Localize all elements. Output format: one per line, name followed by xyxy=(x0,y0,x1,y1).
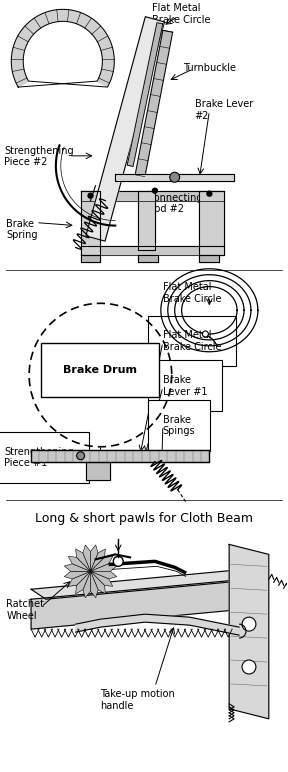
Circle shape xyxy=(242,617,256,631)
Polygon shape xyxy=(127,22,163,167)
Circle shape xyxy=(202,331,209,337)
Polygon shape xyxy=(90,549,105,571)
Text: Strengthening
Piece #1: Strengthening Piece #1 xyxy=(4,447,74,469)
Circle shape xyxy=(88,193,93,198)
Polygon shape xyxy=(81,245,224,256)
Polygon shape xyxy=(86,462,110,479)
Polygon shape xyxy=(200,191,224,256)
Polygon shape xyxy=(76,571,90,594)
Circle shape xyxy=(77,452,85,460)
Text: Take-up motion
handle: Take-up motion handle xyxy=(101,689,175,710)
Polygon shape xyxy=(76,549,90,571)
Circle shape xyxy=(152,188,157,193)
Polygon shape xyxy=(81,191,224,201)
Polygon shape xyxy=(115,174,234,181)
Polygon shape xyxy=(76,615,239,635)
Text: Ratchet
Wheel: Ratchet Wheel xyxy=(6,599,44,621)
Text: Brake
Spring: Brake Spring xyxy=(6,218,38,240)
Polygon shape xyxy=(138,191,155,250)
Polygon shape xyxy=(135,30,173,177)
Polygon shape xyxy=(200,256,219,262)
Text: Brake
Spings: Brake Spings xyxy=(163,415,196,436)
Polygon shape xyxy=(90,564,117,571)
Polygon shape xyxy=(11,9,114,87)
Polygon shape xyxy=(31,569,259,599)
Polygon shape xyxy=(81,256,101,262)
Text: Long & short pawls for Cloth Beam: Long & short pawls for Cloth Beam xyxy=(35,512,253,524)
Polygon shape xyxy=(90,571,105,594)
Polygon shape xyxy=(64,571,90,579)
Text: Strengthening
Piece #2: Strengthening Piece #2 xyxy=(4,146,74,168)
Text: Brake Drum: Brake Drum xyxy=(63,365,137,375)
Polygon shape xyxy=(90,571,113,586)
Polygon shape xyxy=(229,544,269,719)
Polygon shape xyxy=(90,557,113,571)
Text: Turnbuckle: Turnbuckle xyxy=(183,63,236,73)
Polygon shape xyxy=(68,557,90,571)
Polygon shape xyxy=(86,17,164,241)
Text: Brake
Lever #1: Brake Lever #1 xyxy=(163,375,207,397)
Polygon shape xyxy=(83,545,90,571)
Polygon shape xyxy=(90,571,98,598)
Circle shape xyxy=(207,191,212,196)
Circle shape xyxy=(170,172,180,182)
Polygon shape xyxy=(64,564,90,571)
Polygon shape xyxy=(90,571,117,579)
Polygon shape xyxy=(81,191,101,256)
Text: Connecting
Rod #2: Connecting Rod #2 xyxy=(148,193,203,215)
Text: Flat Metal
Brake Circle: Flat Metal Brake Circle xyxy=(152,3,211,25)
Circle shape xyxy=(242,660,256,674)
Text: Flat Metal
Brake Circle: Flat Metal Brake Circle xyxy=(163,330,221,352)
Polygon shape xyxy=(31,579,244,629)
Text: Flat Metal
Brake Circle: Flat Metal Brake Circle xyxy=(163,283,221,304)
Polygon shape xyxy=(31,450,209,462)
Polygon shape xyxy=(68,571,90,586)
Circle shape xyxy=(113,557,123,567)
Text: Brake Lever
#2: Brake Lever #2 xyxy=(194,99,253,120)
Polygon shape xyxy=(83,571,90,598)
Polygon shape xyxy=(90,545,98,571)
Polygon shape xyxy=(138,256,158,262)
